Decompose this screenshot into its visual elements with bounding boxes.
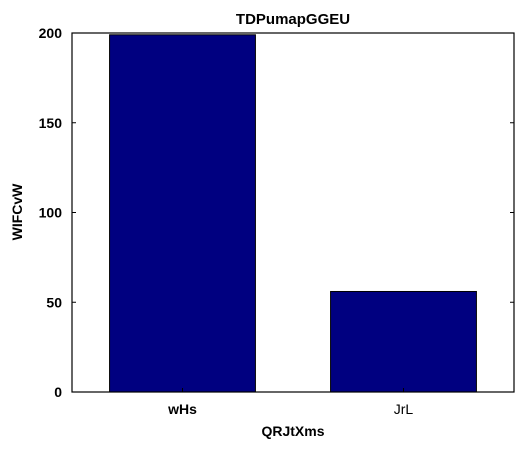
y-tick-label: 0 bbox=[54, 384, 62, 400]
y-tick-label: 50 bbox=[46, 294, 62, 310]
y-tick-label: 200 bbox=[39, 25, 63, 41]
x-tick-label: wHs bbox=[167, 401, 197, 417]
x-axis-label: QRJtXms bbox=[261, 423, 324, 439]
x-tick-label: JrL bbox=[394, 401, 414, 417]
chart-title: TDPumapGGEU bbox=[236, 11, 350, 28]
y-tick-label: 150 bbox=[39, 115, 63, 131]
plot-area: wHs JrL 0 50 100 150 200 bbox=[39, 25, 514, 417]
y-tick-label: 100 bbox=[39, 205, 63, 221]
bar-wHs bbox=[110, 35, 256, 392]
y-axis-label: WIFCvW bbox=[9, 183, 25, 241]
bar-JrL bbox=[331, 291, 477, 392]
